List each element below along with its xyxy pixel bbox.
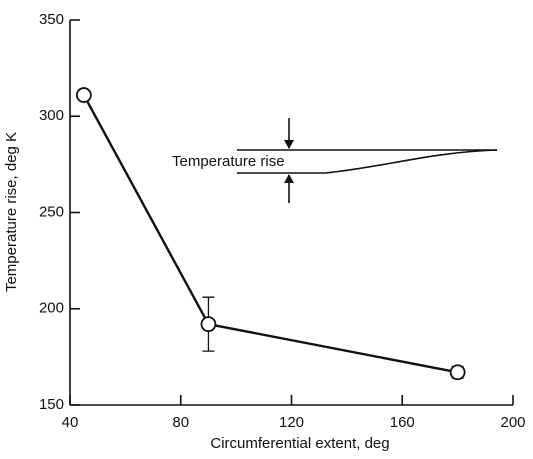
y-tick-label: 300 xyxy=(39,107,64,124)
inset-arrowhead xyxy=(284,174,294,183)
y-tick-label: 150 xyxy=(39,396,64,413)
y-tick-label: 350 xyxy=(39,11,64,28)
marker xyxy=(200,316,217,333)
x-tick-label: 80 xyxy=(172,414,189,431)
y-tick-label: 250 xyxy=(39,203,64,220)
marker xyxy=(75,87,92,103)
inset-curve xyxy=(324,149,498,174)
data-line xyxy=(82,94,458,374)
x-tick-label: 200 xyxy=(500,414,525,431)
y-tick-label: 200 xyxy=(39,300,64,317)
x-axis-label: Circumferential extent, deg xyxy=(210,435,389,452)
marker xyxy=(449,364,466,381)
x-tick-label: 160 xyxy=(390,414,415,431)
x-tick-label: 120 xyxy=(279,414,304,431)
inset-legend: Temperature rise xyxy=(172,118,498,203)
y-axis-label: Temperature rise, deg K xyxy=(3,132,20,292)
inset-arrowhead xyxy=(284,140,294,149)
inset-label: Temperature rise xyxy=(172,153,285,170)
x-tick-label: 40 xyxy=(62,414,79,431)
